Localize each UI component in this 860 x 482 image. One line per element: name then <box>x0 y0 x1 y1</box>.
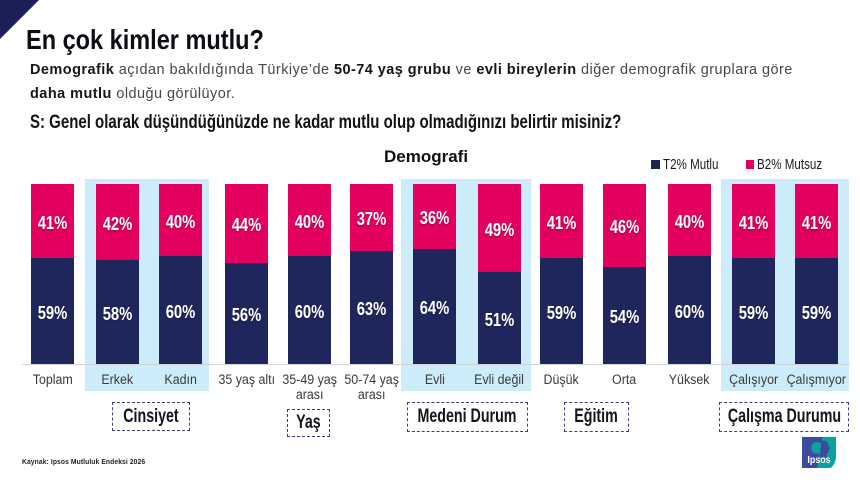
svg-text:Ipsos: Ipsos <box>807 454 831 465</box>
